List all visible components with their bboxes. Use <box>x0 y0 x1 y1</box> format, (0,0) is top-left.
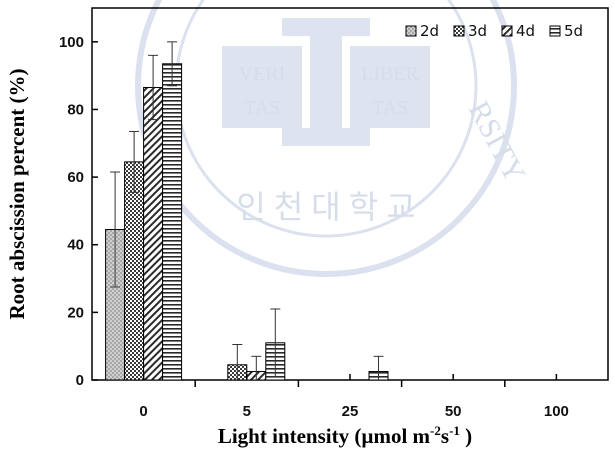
seal-text-liber: LIBER <box>361 63 419 85</box>
seal-text-tas-left: TAS <box>244 97 280 119</box>
y-axis-title: Root abscission percent (%) <box>5 68 29 319</box>
y-tick-label: 60 <box>67 169 84 186</box>
y-tick-label: 100 <box>59 34 84 51</box>
seal-ring-text-bottom: 인 천 대 학 교 <box>236 189 415 225</box>
x-tick-label: 5 <box>243 403 251 420</box>
y-tick-label: 80 <box>67 101 84 118</box>
x-tick-label: 0 <box>139 403 147 420</box>
bar-3d-0 <box>125 162 144 380</box>
seal-text-tas-right: TAS <box>372 97 408 119</box>
x-axis-title: Light intensity (µmol m-2s-1 ) <box>218 423 472 448</box>
y-tick-label: 20 <box>67 304 84 321</box>
legend-swatch-5d <box>550 26 560 36</box>
legend-swatch-2d <box>406 26 416 36</box>
bar-4d-0 <box>144 87 163 380</box>
x-tick-label: 100 <box>544 403 569 420</box>
bar-5d-0 <box>163 64 182 380</box>
legend-label-2d: 2d <box>420 22 439 40</box>
y-tick-label: 0 <box>76 372 84 389</box>
seal-text-veri: VERI <box>239 63 286 85</box>
y-tick-label: 40 <box>67 237 84 254</box>
legend-swatch-3d <box>454 26 464 36</box>
seal-ring-text-top: RSITY <box>462 96 532 188</box>
legend-label-4d: 4d <box>516 22 535 40</box>
legend-label-5d: 5d <box>564 22 583 40</box>
university-seal-watermark: VERI TAS LIBER TAS RSITY 인 천 대 학 교 <box>138 0 532 274</box>
legend-swatch-4d <box>502 26 512 36</box>
x-axis: 0 5 25 50 100 <box>139 374 568 420</box>
x-tick-label: 25 <box>342 403 359 420</box>
legend-label-3d: 3d <box>468 22 487 40</box>
legend: 2d 3d 4d 5d <box>406 22 583 40</box>
x-tick-label: 50 <box>445 403 462 420</box>
